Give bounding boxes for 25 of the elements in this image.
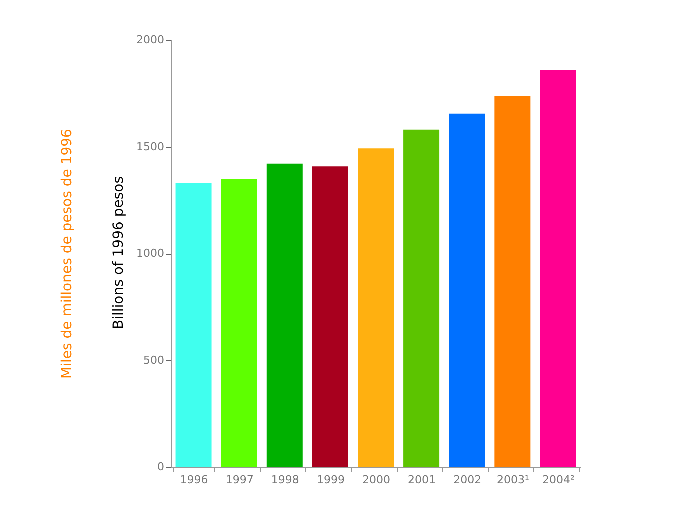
x-tick-label: 2002 — [454, 474, 482, 486]
bar — [449, 114, 486, 467]
bar — [358, 148, 394, 467]
y-axis-title: Miles de millones de pesos de 1996 — [60, 128, 76, 379]
bar — [494, 96, 531, 467]
bar — [221, 179, 258, 467]
x-tick-label: 2000 — [362, 474, 390, 486]
bar — [404, 130, 440, 467]
x-tick-label: 2003¹ — [496, 474, 530, 486]
y-tick-label: 1500 — [136, 140, 164, 154]
bar — [176, 183, 212, 467]
bar — [540, 70, 576, 467]
y-tick-label: 2000 — [136, 34, 164, 46]
y-tick-label: 1000 — [136, 247, 164, 260]
bar — [312, 166, 348, 467]
x-tick-label: 1996 — [180, 474, 208, 486]
text: Billions of 1996 pesos — [111, 176, 127, 330]
x-tick-label: 2001 — [408, 474, 436, 486]
y-tick-label: 0 — [158, 460, 164, 474]
x-tick-label: 1997 — [226, 474, 254, 486]
x-tick-label: 2004² — [542, 474, 575, 486]
x-tick-label: 1999 — [316, 474, 345, 486]
x-tick-label: 1998 — [271, 474, 300, 486]
y-tick-label: 500 — [144, 354, 164, 367]
bar — [266, 164, 303, 467]
